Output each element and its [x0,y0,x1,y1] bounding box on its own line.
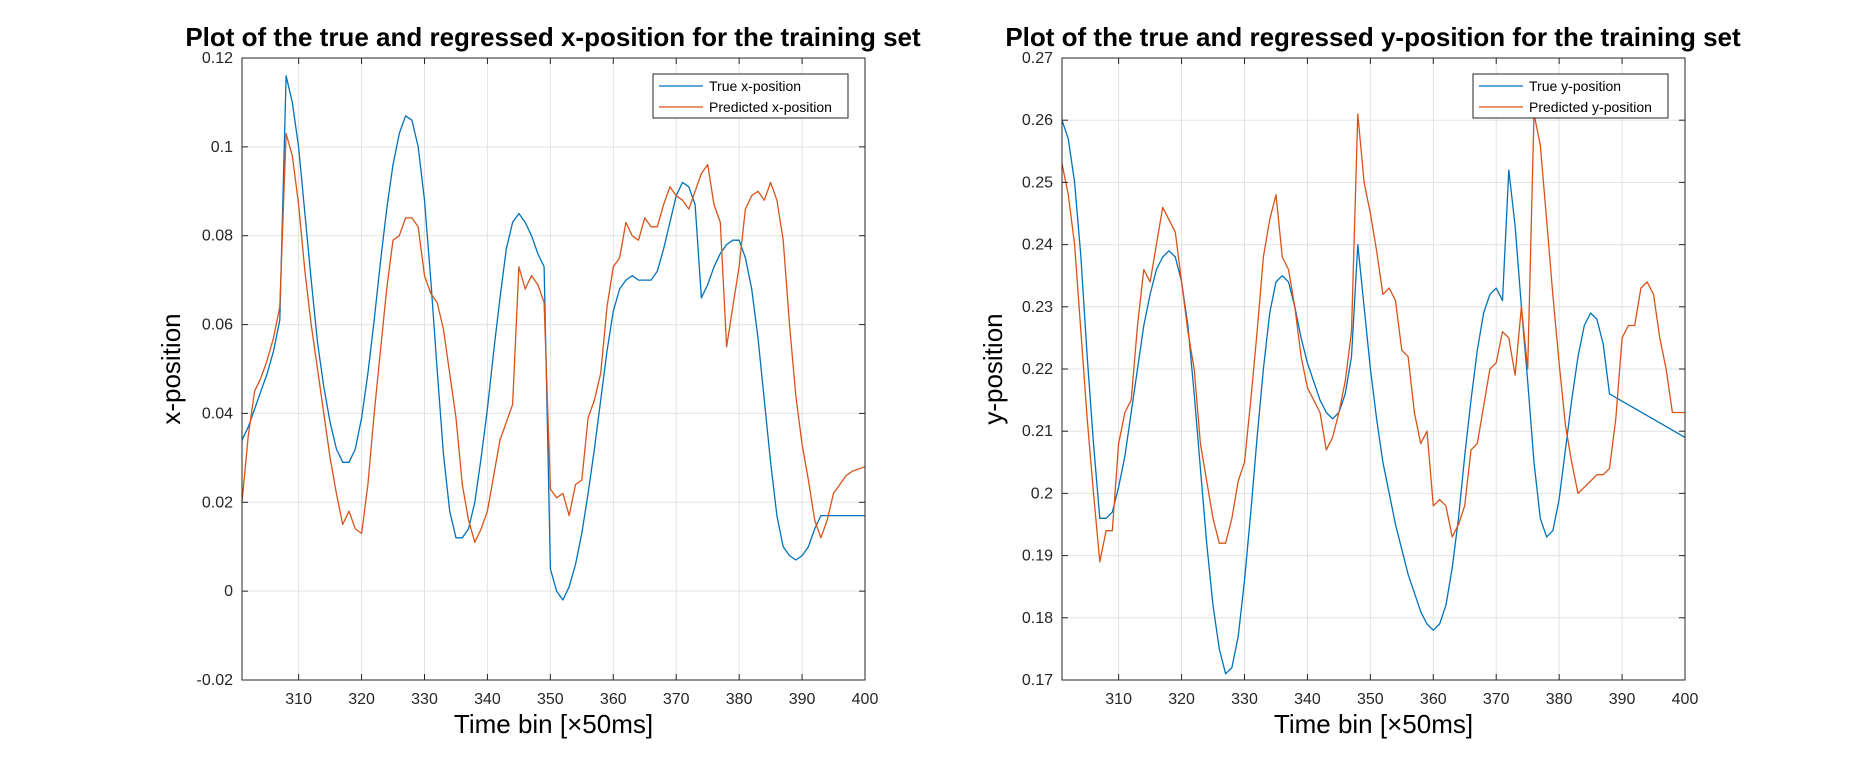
x-tick-label: 320 [1168,691,1195,708]
y-tick-label: 0.22 [1022,361,1053,378]
y-tick-label: 0.26 [1022,112,1053,129]
series-line-true-x-position [241,75,865,601]
x-tick-label: 370 [1483,691,1510,708]
chart-title: Plot of the true and regressed y-positio… [1005,22,1741,52]
x-tick-label: 310 [1105,691,1132,708]
y-tick-label: 0.27 [1022,50,1053,67]
x-tick-label: 360 [600,691,627,708]
legend-box [1472,73,1669,119]
chart-y-position: 310 320 330 340 350 360 370 380 390 400 0.17 0.18 0.… [978,22,1741,739]
x-tick-label: 350 [537,691,564,708]
y-tick-label: -0.02 [197,672,234,689]
legend: True y-position Predicted y-position [1472,73,1669,119]
chart-x-position: 310 320 330 340 350 360 370 380 390 400 -0.02 0 0.02… [156,22,921,739]
legend: True x-position Predicted x-position [652,73,849,119]
grid-lines [1062,57,1686,681]
x-tick-label: 330 [411,691,438,708]
legend-entry-label: True x-position [709,78,801,94]
y-tick-label: 0.24 [1022,237,1053,254]
x-tick-label: 370 [663,691,690,708]
y-tick-label: 0.23 [1022,299,1053,316]
y-tick-label: 0.02 [202,494,233,511]
y-tick-label: 0.21 [1022,423,1053,440]
legend-entry-label: True y-position [1529,78,1621,94]
series-line-true-y-position [1061,119,1686,675]
y-tick-label: 0.12 [202,50,233,67]
y-tick-label: 0.08 [202,228,233,245]
y-axis-label: x-position [156,313,186,424]
y-tick-label: 0.19 [1022,548,1053,565]
grid-lines [242,57,866,681]
x-tick-label: 340 [1294,691,1321,708]
x-axis-label: Time bin [×50ms] [454,709,653,739]
y-axis-label: y-position [978,313,1008,424]
x-tick-label: 330 [1231,691,1258,708]
x-tick-label: 400 [852,691,879,708]
y-tick-label: 0 [224,583,233,600]
x-tick-label: 350 [1357,691,1384,708]
legend-entry-label: Predicted x-position [709,99,832,115]
y-tick-label: 0.2 [1031,485,1053,502]
series-line-predicted-x-position [241,132,866,543]
legend-box [652,73,849,119]
y-tick-label: 0.1 [211,139,233,156]
chart-title: Plot of the true and regressed x-positio… [185,22,921,52]
x-tick-label: 310 [285,691,312,708]
series-line-predicted-y-position [1061,113,1685,563]
x-tick-label: 340 [474,691,501,708]
y-tick-label: 0.18 [1022,610,1053,627]
x-tick-label: 380 [726,691,753,708]
y-tick-label: 0.04 [202,405,233,422]
x-tick-label: 390 [1609,691,1636,708]
x-tick-label: 320 [348,691,375,708]
x-tick-label: 400 [1672,691,1699,708]
y-tick-label: 0.17 [1022,672,1053,689]
x-tick-label: 380 [1546,691,1573,708]
x-tick-label: 360 [1420,691,1447,708]
y-tick-label: 0.25 [1022,174,1053,191]
x-tick-label: 390 [789,691,816,708]
legend-entry-label: Predicted y-position [1529,99,1652,115]
y-tick-label: 0.06 [202,317,233,334]
plot-frame [241,57,866,681]
x-axis-label: Time bin [×50ms] [1274,709,1473,739]
